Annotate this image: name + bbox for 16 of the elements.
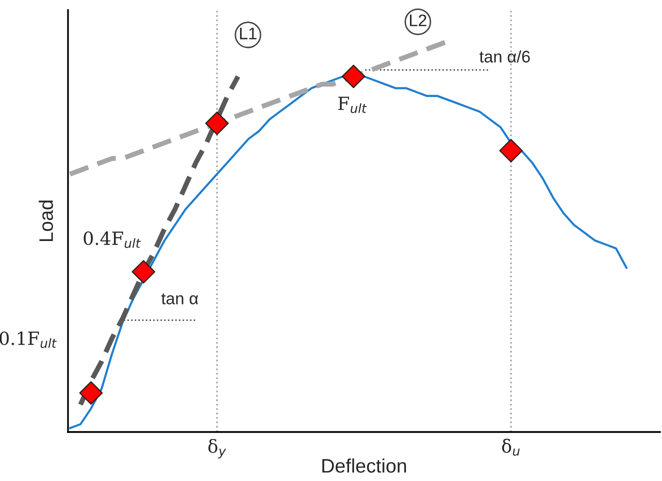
x-tick-label: δ$_{u}$ — [502, 438, 520, 456]
x-axis-title: Deflection — [322, 458, 406, 473]
text: L1 — [240, 28, 256, 40]
point — [79, 381, 103, 405]
annotation: tan α/6 — [479, 50, 530, 63]
y-axis-title: Load — [38, 200, 54, 242]
text: L2 — [410, 14, 426, 26]
point — [499, 138, 523, 162]
annotation: tan α — [161, 293, 198, 304]
point — [132, 260, 156, 284]
point — [205, 112, 229, 136]
point — [342, 64, 366, 88]
x-tick-label: δ$_{y}$ — [208, 438, 226, 458]
annotation: F$_{ult}$ — [338, 96, 367, 114]
text: 0.1F$_{ult}$ — [0, 331, 57, 348]
annotation: 0.4F$_{ult}$ — [84, 231, 141, 248]
